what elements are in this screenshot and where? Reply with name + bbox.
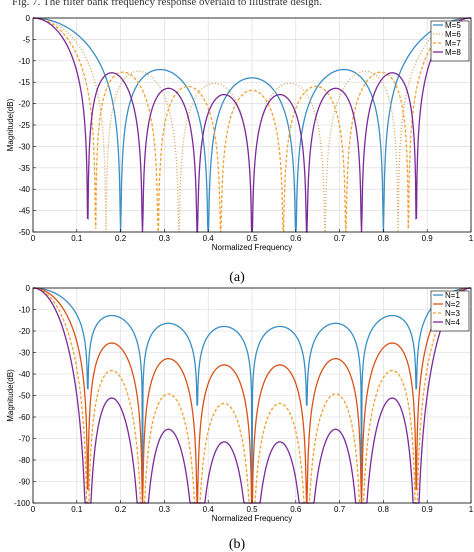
x-tick-label: 0.8 bbox=[378, 234, 390, 243]
y-tick-label: -70 bbox=[18, 435, 30, 444]
legend-label: N=1 bbox=[445, 291, 460, 300]
x-tick-label: 0.3 bbox=[159, 234, 171, 243]
figure-header-text: Fig. 7. The filter bank frequency respon… bbox=[12, 0, 322, 8]
x-tick-label: 1 bbox=[469, 234, 474, 243]
x-axis-label: Normalized Frequency bbox=[212, 243, 292, 252]
x-tick-label: 0.7 bbox=[334, 505, 346, 514]
y-tick-label: -15 bbox=[18, 78, 30, 87]
x-tick-label: 0.3 bbox=[159, 505, 171, 514]
y-tick-label: 0 bbox=[26, 284, 31, 293]
y-tick-label: -90 bbox=[18, 478, 30, 487]
legend-label: N=2 bbox=[445, 300, 460, 309]
y-tick-label: -35 bbox=[18, 164, 30, 173]
caption-a: (a) bbox=[229, 270, 245, 285]
x-tick-label: 0.4 bbox=[203, 234, 215, 243]
series-line-m5 bbox=[33, 17, 471, 233]
y-tick-label: -20 bbox=[18, 327, 30, 336]
x-tick-label: 0.8 bbox=[378, 505, 390, 514]
legend-label: N=4 bbox=[445, 318, 460, 327]
y-tick-label: -10 bbox=[18, 57, 30, 66]
x-tick-label: 0 bbox=[31, 505, 36, 514]
y-tick-label: 0 bbox=[26, 14, 31, 23]
legend-label: N=3 bbox=[445, 309, 460, 318]
y-tick-label: -5 bbox=[23, 35, 31, 44]
x-tick-label: 0.6 bbox=[290, 234, 302, 243]
y-tick-label: -40 bbox=[18, 185, 30, 194]
y-tick-label: -80 bbox=[18, 456, 30, 465]
x-axis-label: Normalized Frequency bbox=[212, 514, 292, 523]
x-tick-label: 0.4 bbox=[203, 505, 215, 514]
y-axis-label: Magnitude(dB) bbox=[6, 98, 15, 151]
legend-label: M=6 bbox=[445, 30, 461, 39]
y-tick-label: -50 bbox=[18, 392, 30, 401]
y-tick-label: -25 bbox=[18, 121, 30, 130]
x-tick-label: 0.6 bbox=[290, 505, 302, 514]
y-tick-label: -45 bbox=[18, 207, 30, 216]
x-tick-label: 1 bbox=[469, 505, 474, 514]
y-tick-label: -20 bbox=[18, 100, 30, 109]
x-tick-label: 0.7 bbox=[334, 234, 346, 243]
y-tick-label: -10 bbox=[18, 306, 30, 315]
chart-panel-b: 0 0.1 0.2 0.3 0.4 0.5 0.6 0.7 0.8 0.9 1 0 -10 -20 -30 -… bbox=[6, 284, 474, 523]
chart-panel-a: 0 0.1 0.2 0.3 0.4 0.5 0.6 0.7 0.8 0.9 1 0 -5 -10 -15 -2… bbox=[6, 14, 474, 252]
y-tick-label: -40 bbox=[18, 370, 30, 379]
x-tick-label: 0.9 bbox=[422, 505, 434, 514]
y-tick-label: -30 bbox=[18, 142, 30, 151]
x-tick-label: 0.5 bbox=[246, 234, 258, 243]
legend-box bbox=[430, 290, 470, 332]
legend-label: M=8 bbox=[445, 48, 461, 57]
x-tick-label: 0.5 bbox=[246, 505, 258, 514]
y-tick-label: -30 bbox=[18, 349, 30, 358]
legend-label: M=5 bbox=[445, 21, 461, 30]
y-tick-label: -100 bbox=[14, 499, 31, 508]
series-line-m7 bbox=[33, 17, 471, 233]
x-tick-label: 0.2 bbox=[115, 234, 127, 243]
y-tick-label: -50 bbox=[18, 228, 30, 237]
y-tick-label: -60 bbox=[18, 413, 30, 422]
legend-box bbox=[430, 20, 470, 62]
x-tick-label: 0 bbox=[31, 234, 36, 243]
x-tick-label: 0.1 bbox=[71, 234, 83, 243]
x-tick-label: 0.1 bbox=[71, 505, 83, 514]
legend-label: M=7 bbox=[445, 39, 461, 48]
y-axis-label: Magnitude(dB) bbox=[6, 369, 15, 422]
x-tick-label: 0.9 bbox=[422, 234, 434, 243]
caption-b: (b) bbox=[229, 537, 246, 552]
x-tick-label: 0.2 bbox=[115, 505, 127, 514]
